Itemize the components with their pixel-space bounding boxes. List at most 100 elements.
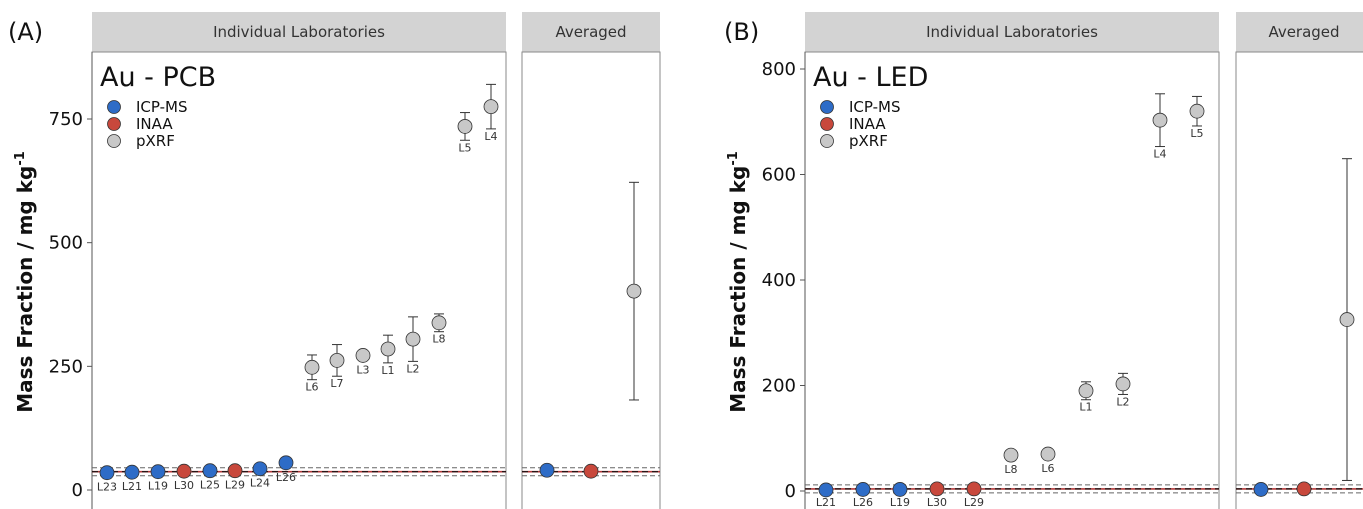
panel-a-y-ticks: 0 250 500 750 bbox=[49, 109, 92, 501]
point-label: L24 bbox=[250, 477, 270, 490]
panel-a-title: Au - PCB bbox=[100, 62, 216, 93]
data-point bbox=[1339, 158, 1355, 481]
data-point: L19 bbox=[890, 482, 910, 509]
marker-pxrf bbox=[1003, 447, 1019, 463]
data-point: L30 bbox=[174, 463, 194, 492]
data-point: L7 bbox=[329, 344, 345, 390]
marker-pxrf bbox=[457, 119, 473, 134]
data-point: L6 bbox=[1040, 446, 1056, 475]
data-point: L6 bbox=[304, 354, 320, 394]
marker-pxrf bbox=[431, 315, 447, 331]
point-label: L29 bbox=[225, 479, 245, 492]
data-point bbox=[583, 463, 599, 479]
panel-b-title: Au - LED bbox=[813, 62, 928, 93]
point-label: L26 bbox=[276, 471, 296, 484]
marker-pxrf bbox=[329, 352, 345, 368]
y-tick-label: 500 bbox=[49, 233, 83, 254]
point-label: L21 bbox=[122, 480, 142, 493]
legend-icp-ms-label: ICP-MS bbox=[136, 98, 188, 116]
marker-inaa bbox=[1296, 481, 1312, 497]
data-point: L4 bbox=[1152, 93, 1168, 161]
data-point: L21 bbox=[816, 482, 836, 509]
marker-pxrf bbox=[483, 99, 499, 115]
point-label: L2 bbox=[406, 362, 419, 375]
legend-inaa-marker bbox=[107, 117, 121, 131]
panel-a-plot-averaged bbox=[521, 51, 661, 509]
panel-b-y-label: Mass Fraction / mg kg-1 bbox=[726, 151, 750, 413]
panel-a-y-label: Mass Fraction / mg kg-1 bbox=[13, 151, 37, 413]
legend-icp-ms-marker bbox=[820, 100, 834, 114]
point-label: L2 bbox=[1116, 395, 1129, 408]
point-label: L19 bbox=[890, 496, 910, 509]
point-label: L4 bbox=[1153, 148, 1166, 161]
data-point: L29 bbox=[964, 481, 984, 509]
data-point bbox=[626, 181, 642, 401]
panel-a-strip-averaged-label: Averaged bbox=[555, 23, 626, 41]
legend-pxrf-label: pXRF bbox=[136, 132, 175, 150]
marker-pxrf bbox=[1189, 103, 1205, 119]
data-point: L5 bbox=[457, 112, 473, 154]
point-label: L7 bbox=[330, 377, 343, 390]
point-label: L23 bbox=[97, 481, 117, 494]
marker-icpms bbox=[892, 482, 908, 497]
data-point: L8 bbox=[431, 313, 447, 346]
point-label: L21 bbox=[816, 496, 836, 509]
data-point: L24 bbox=[250, 461, 270, 490]
point-label: L6 bbox=[1041, 462, 1054, 475]
marker-pxrf bbox=[355, 348, 371, 363]
point-label: L1 bbox=[381, 364, 394, 377]
data-point: L29 bbox=[225, 463, 245, 492]
marker-pxrf bbox=[1040, 446, 1056, 462]
panel-a: (A) Individual Laboratories Averaged 0 25… bbox=[8, 12, 661, 509]
legend-pxrf-marker bbox=[107, 134, 121, 148]
marker-pxrf bbox=[405, 331, 421, 347]
panel-b-reference-lines bbox=[805, 484, 1363, 494]
legend-icp-ms-label: ICP-MS bbox=[849, 98, 901, 116]
data-point bbox=[1253, 482, 1269, 497]
panel-b-strip-averaged-label: Averaged bbox=[1268, 23, 1339, 41]
panel-a-plot-individual bbox=[91, 51, 507, 509]
panel-b-plot-averaged bbox=[1235, 51, 1363, 509]
point-label: L30 bbox=[174, 479, 194, 492]
marker-pxrf bbox=[304, 359, 320, 375]
panel-b-strip-individual bbox=[805, 12, 1219, 52]
panel-a-strip-individual-label: Individual Laboratories bbox=[213, 23, 385, 41]
point-label: L5 bbox=[458, 141, 471, 154]
panel-b-strip-averaged bbox=[1236, 12, 1363, 52]
marker-pxrf bbox=[626, 283, 642, 299]
y-tick-label: 0 bbox=[72, 480, 83, 501]
panel-a-strip-averaged bbox=[522, 12, 660, 52]
panel-a-strip-individual bbox=[92, 12, 506, 52]
panel-b-legend: ICP-MS INAA pXRF bbox=[820, 98, 901, 150]
y-tick-label: 200 bbox=[762, 376, 796, 397]
marker-icpms bbox=[855, 482, 871, 497]
y-tick-label: 0 bbox=[785, 481, 796, 502]
data-point: L4 bbox=[483, 83, 499, 143]
marker-inaa bbox=[227, 463, 243, 479]
data-point: L3 bbox=[355, 348, 371, 376]
point-label: L4 bbox=[484, 130, 497, 143]
data-point: L8 bbox=[1003, 447, 1019, 476]
legend-inaa-marker bbox=[820, 117, 834, 131]
marker-pxrf bbox=[1339, 312, 1355, 327]
point-label: L8 bbox=[1004, 463, 1017, 476]
marker-icpms bbox=[278, 455, 294, 471]
point-label: L3 bbox=[356, 363, 369, 376]
marker-icpms bbox=[1253, 482, 1269, 497]
marker-icpms bbox=[150, 464, 166, 480]
marker-inaa bbox=[176, 463, 192, 479]
marker-icpms bbox=[124, 464, 140, 480]
marker-pxrf bbox=[380, 341, 396, 357]
point-label: L25 bbox=[200, 479, 220, 492]
panel-a-points: L23 L21 L19 L30 L25 L29 L24 L26 L6 L7 L3 L1 L2 L8 L5 L4 bbox=[97, 83, 642, 494]
legend-inaa-label: INAA bbox=[849, 115, 886, 133]
marker-inaa bbox=[966, 481, 982, 497]
panel-b-plot-individual bbox=[804, 51, 1220, 509]
panel-a-letter: (A) bbox=[8, 18, 43, 46]
y-tick-label: 400 bbox=[762, 270, 796, 291]
data-point: L23 bbox=[97, 465, 117, 494]
point-label: L29 bbox=[964, 496, 984, 509]
point-label: L1 bbox=[1079, 401, 1092, 414]
legend-icp-ms-marker bbox=[107, 100, 121, 114]
